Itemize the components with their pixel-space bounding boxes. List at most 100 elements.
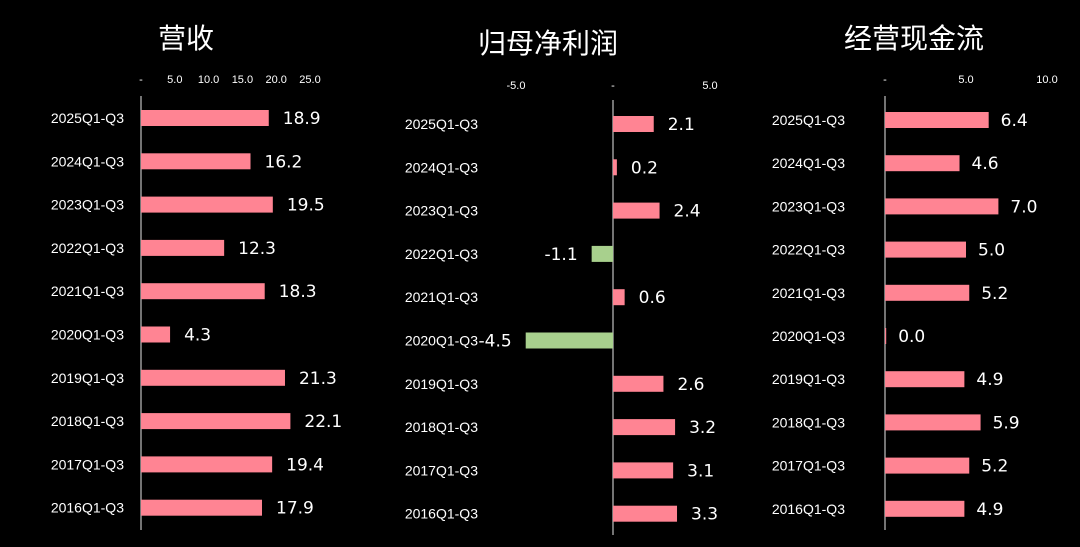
data-label: 19.4 [286,455,324,475]
data-label: 2.4 [674,202,701,222]
category-label: 2017Q1-Q3 [51,456,124,472]
category-label: 2022Q1-Q3 [51,240,124,256]
category-label: 2021Q1-Q3 [772,285,845,301]
category-label: 2019Q1-Q3 [772,371,845,387]
data-label: 0.0 [898,327,925,347]
chart-title: 营收 [158,22,214,55]
category-label: 2020Q1-Q3 [51,327,124,343]
bar [141,456,273,473]
data-label: -4.5 [479,332,512,352]
data-label: 4.3 [184,326,211,346]
category-label: 2019Q1-Q3 [51,370,124,386]
bar [613,202,660,219]
category-label: 2025Q1-Q3 [772,112,845,128]
category-label: 2021Q1-Q3 [51,283,124,299]
bar [885,371,965,388]
data-label: 5.2 [981,284,1008,304]
bar [885,328,887,344]
category-label: 2023Q1-Q3 [405,203,478,219]
x-tick-label: 25.0 [299,74,320,86]
category-label: 2024Q1-Q3 [51,153,124,169]
data-label: 19.5 [287,196,325,216]
data-label: -1.1 [544,245,577,265]
data-label: 5.2 [981,457,1008,477]
data-label: 16.2 [265,152,303,172]
data-label: 5.0 [978,241,1005,261]
bar [613,289,625,306]
x-tick-label: 10.0 [198,74,219,86]
data-label: 4.9 [976,500,1003,520]
x-tick-label: - [611,80,615,92]
data-label: 6.4 [1001,111,1028,131]
bar [613,375,664,392]
category-label: 2017Q1-Q3 [405,462,478,478]
bar [613,505,678,522]
category-label: 2018Q1-Q3 [405,419,478,435]
data-label: 7.0 [1010,197,1037,217]
category-label: 2022Q1-Q3 [772,242,845,258]
bar [141,499,263,516]
category-label: 2024Q1-Q3 [772,155,845,171]
data-label: 17.9 [276,499,314,519]
category-label: 2020Q1-Q3 [405,333,478,349]
category-label: 2019Q1-Q3 [405,376,478,392]
bar [885,414,981,431]
data-label: 4.6 [972,154,999,174]
category-label: 2018Q1-Q3 [772,414,845,430]
bar [141,239,225,256]
bar [141,283,265,300]
bar [141,196,273,213]
category-label: 2018Q1-Q3 [51,413,124,429]
data-label: 0.6 [639,288,666,308]
category-label: 2016Q1-Q3 [405,506,478,522]
data-label: 5.9 [993,413,1020,433]
data-label: 2.6 [677,375,704,395]
x-tick-label: 5.0 [958,74,973,86]
category-label: 2024Q1-Q3 [405,159,478,175]
bar [885,284,970,301]
category-label: 2023Q1-Q3 [772,198,845,214]
bar [613,419,676,436]
bar [885,457,970,474]
data-label: 18.9 [283,109,321,129]
x-tick-label: 10.0 [1036,74,1057,86]
category-label: 2023Q1-Q3 [51,197,124,213]
bar [141,110,269,126]
bar [885,155,960,172]
category-label: 2025Q1-Q3 [51,110,124,126]
data-label: 0.2 [631,158,658,178]
bar [141,326,171,343]
category-label: 2022Q1-Q3 [405,246,478,262]
category-label: 2021Q1-Q3 [405,289,478,305]
x-tick-label: 5.0 [167,74,182,86]
bar [885,112,989,128]
category-label: 2020Q1-Q3 [772,328,845,344]
bar [613,159,617,176]
category-label: 2016Q1-Q3 [772,501,845,517]
data-label: 3.2 [689,418,716,438]
x-tick-label: - [883,74,887,86]
category-label: 2016Q1-Q3 [51,500,124,516]
data-label: 18.3 [279,282,317,302]
x-tick-label: 20.0 [265,74,286,86]
chart-title: 经营现金流 [844,22,984,55]
x-tick-label: 15.0 [232,74,253,86]
bar [885,198,999,215]
category-label: 2025Q1-Q3 [405,116,478,132]
bar [885,241,966,258]
x-tick-label: -5.0 [507,80,526,92]
bar [613,116,654,132]
bar [141,369,285,386]
x-tick-label: 5.0 [702,80,717,92]
bar [591,245,613,262]
x-tick-label: - [139,74,143,86]
data-label: 22.1 [304,412,342,432]
bar [613,462,674,479]
data-label: 3.1 [687,461,714,481]
bar [141,153,251,170]
bar [525,332,613,349]
data-label: 12.3 [238,239,276,259]
bar [141,413,291,430]
